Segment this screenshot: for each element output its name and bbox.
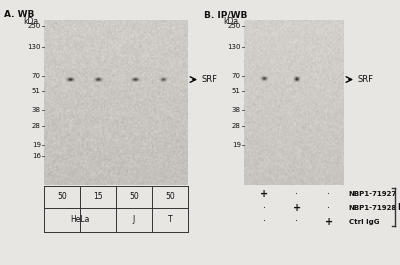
Text: SRF: SRF [201, 75, 217, 84]
Text: 38: 38 [232, 107, 241, 113]
Text: 19: 19 [232, 142, 241, 148]
Text: 250: 250 [228, 24, 241, 29]
Text: ·: · [296, 189, 298, 199]
Text: 51: 51 [232, 87, 241, 94]
Text: ·: · [328, 203, 330, 213]
Text: ·: · [328, 189, 330, 199]
Text: 28: 28 [232, 123, 241, 129]
Text: SRF: SRF [357, 75, 373, 84]
Text: ·: · [296, 217, 298, 227]
Text: ·: · [262, 203, 266, 213]
Text: 50: 50 [129, 192, 139, 201]
Text: 16: 16 [32, 153, 41, 158]
Text: 50: 50 [165, 192, 175, 201]
Text: +: + [325, 217, 333, 227]
Text: +: + [260, 189, 268, 199]
Text: 130: 130 [227, 44, 241, 50]
Text: 50: 50 [57, 192, 67, 201]
Text: kDa: kDa [223, 17, 238, 26]
Text: 70: 70 [232, 73, 241, 79]
Text: T: T [168, 215, 172, 224]
Text: 130: 130 [27, 44, 41, 50]
Text: 28: 28 [32, 123, 41, 129]
Text: 51: 51 [32, 87, 41, 94]
Text: 250: 250 [28, 24, 41, 29]
Text: ·: · [262, 217, 266, 227]
Text: Ctrl IgG: Ctrl IgG [349, 219, 379, 224]
Text: +: + [293, 203, 301, 213]
Text: 38: 38 [32, 107, 41, 113]
Text: IP: IP [397, 202, 400, 211]
Text: A. WB: A. WB [4, 10, 34, 19]
Text: 15: 15 [93, 192, 103, 201]
Text: J: J [133, 215, 135, 224]
Text: HeLa: HeLa [70, 215, 90, 224]
Text: B. IP/WB: B. IP/WB [204, 10, 247, 19]
Text: 19: 19 [32, 142, 41, 148]
Text: NBP1-71927: NBP1-71927 [349, 191, 397, 197]
Text: 70: 70 [32, 73, 41, 79]
Text: kDa: kDa [23, 17, 38, 26]
Text: NBP1-71928: NBP1-71928 [349, 205, 397, 211]
